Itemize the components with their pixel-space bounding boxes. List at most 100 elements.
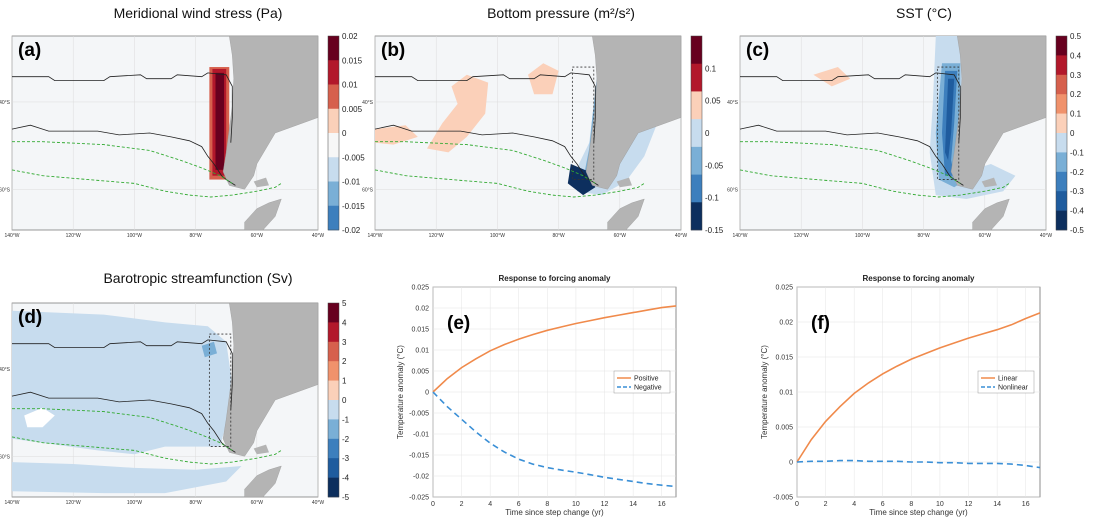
legend-entry: Negative [634,385,662,392]
x-tick-label: 2 [460,501,464,508]
panel-label: (b) [381,40,405,61]
colorbar-segment [328,361,339,381]
colorbar-tick-label: 5 [342,299,347,308]
colorbar-tick-label: -0.2 [1070,168,1084,177]
panel-title: Meridional wind stress (Pa) [114,5,283,21]
series-line-0 [796,312,1041,463]
x-tick-label: 12 [965,501,973,508]
panel-title: SST (°C) [896,5,952,21]
front-contour [375,141,596,184]
x-tick-label: 14 [993,501,1001,508]
colorbar-segment [328,477,339,498]
lon-tick-label: 60°W [979,233,992,239]
streamline-contour [11,124,236,186]
x-tick-label: 0 [795,501,799,508]
x-tick-label: 10 [572,501,580,508]
map-panel-b: 140°W 120°W 100°W 80°W 60°W 40°W 40°S 60°S (b) 0.… [362,35,724,239]
colorbar-tick-label: 0.3 [1070,71,1082,80]
lat-tick-label: 60°S [727,187,739,193]
colorbar-frame [327,302,340,498]
panel-label: (f) [811,313,830,334]
y-tick-label: 0.025 [775,285,793,292]
colorbar-segment [328,419,339,440]
colorbar-segment [328,458,339,478]
colorbar-segment [691,119,702,148]
x-tick-label: 8 [909,501,913,508]
chart-title: Response to forcing anomaly [498,274,611,283]
panel-label: (a) [18,40,41,61]
series-line-1 [796,459,1041,469]
streamline-contour [11,391,236,453]
front-contour [11,169,282,198]
streamline-contour [374,124,599,186]
pressure-anomaly-positive [427,74,489,153]
lon-tick-label: 100°W [127,233,142,239]
lon-tick-label: 80°W [189,500,202,506]
y-axis-label: Temperature anomaly (°C) [760,345,769,439]
south-america-land [222,302,319,457]
lat-tick-label: 40°S [362,100,374,106]
legend-box [613,370,671,394]
panel-label: (e) [447,313,470,334]
streamfunction-negative [12,310,233,455]
falkland-land [253,177,269,188]
x-tick-label: 4 [488,501,492,508]
x-tick-label: 14 [629,501,637,508]
x-axis-label: Time since step change (yr) [869,508,968,517]
x-axis-label: Time since step change (yr) [505,508,604,517]
front-contour [374,169,645,198]
colorbar-tick-label: -0.005 [342,153,365,162]
streamline-contour [375,72,596,143]
colorbar-tick-label: 0.1 [705,64,717,73]
sst-anomaly-negative [945,78,955,161]
colorbar-tick-label: -1 [342,415,350,424]
lon-tick-label: 40°W [675,233,688,239]
lon-tick-label: 140°W [4,500,19,506]
lon-tick-label: 140°W [367,233,382,239]
lat-tick-label: 60°S [0,454,11,460]
south-america-land [585,35,682,190]
front-contour [12,141,233,184]
y-tick-label: 0.01 [779,390,793,397]
front-contour [739,169,1010,198]
lat-tick-label: 40°S [0,100,11,106]
falkland-land [616,177,632,188]
legend-entry: Linear [998,376,1018,383]
pressure-anomaly-positive [528,63,559,95]
map-panel-d: 140°W 120°W 100°W 80°W 60°W 40°W 40°S 60°S (d) 5 4… [0,299,350,506]
line-chart-e: 0 2 4 6 8 10 12 14 16 -0.025 -0.02 -0.015 -0.01 -0.00… [396,274,677,517]
colorbar-frame [690,35,703,231]
x-tick-label: 2 [824,501,828,508]
colorbar-segment [328,36,339,61]
antarctic-peninsula-land [244,465,282,498]
y-tick-label: -0.025 [409,495,429,502]
antarctic-peninsula-land [244,198,282,231]
y-tick-label: -0.015 [409,453,429,460]
chart-title: Response to forcing anomaly [862,274,975,283]
lon-tick-label: 120°W [66,500,81,506]
streamline-contour [12,72,233,143]
panel-title: Barotropic streamfunction (Sv) [103,270,292,286]
antarctic-peninsula-land [607,198,645,231]
colorbar-tick-label: 2 [342,357,347,366]
colorbar-tick-label: -0.01 [342,178,361,187]
colorbar-frame [1055,35,1068,231]
y-tick-label: 0.015 [411,327,429,334]
lon-tick-label: 40°W [312,500,325,506]
antarctic-peninsula-land [972,198,1010,231]
colorbar-tick-label: 3 [342,338,347,347]
legend-box [977,370,1035,394]
lon-tick-label: 80°W [189,233,202,239]
colorbar-segment [1056,94,1067,114]
lon-tick-label: 60°W [251,500,264,506]
colorbar-tick-label: -5 [342,493,350,502]
streamfunction-negative [12,462,242,494]
colorbar-segment [328,380,339,401]
y-tick-label: -0.005 [773,495,793,502]
colorbar-tick-label: -0.015 [342,202,365,211]
colorbar-tick-label: -0.3 [1070,187,1084,196]
colorbar-segment [328,205,339,231]
colorbar-tick-label: -0.4 [1070,207,1084,216]
x-tick-label: 4 [852,501,856,508]
